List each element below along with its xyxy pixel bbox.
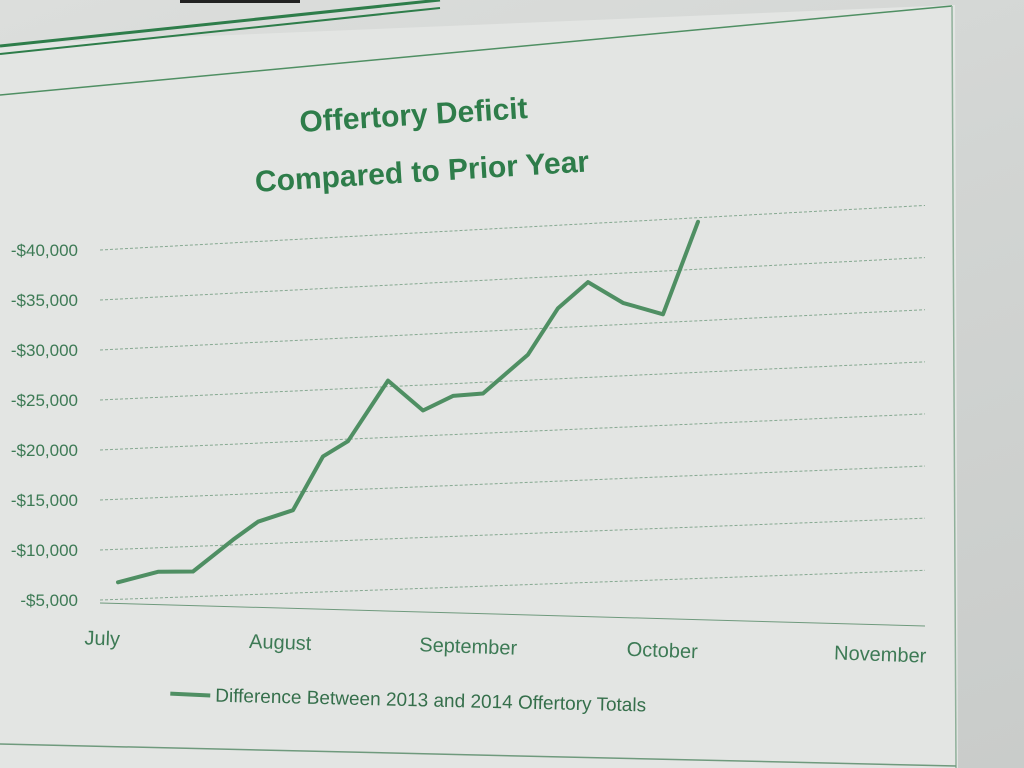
x-tick-label: October	[626, 639, 698, 663]
chart-border	[0, 0, 957, 768]
plot-area: -$5,000 -$10,000 -$15,000 -$20,000 -$25,000 -…	[11, 204, 927, 668]
x-tick-label: August	[249, 631, 312, 655]
gridline	[99, 413, 926, 451]
y-tick-label: -$40,000	[11, 241, 78, 260]
gridline	[99, 257, 926, 301]
gridline	[99, 361, 926, 401]
gridline	[99, 204, 926, 251]
y-tick-label: -$5,000	[20, 591, 78, 610]
legend-swatch	[170, 691, 211, 698]
paper-sheet	[0, 5, 958, 768]
y-tick-label: -$25,000	[11, 391, 78, 410]
gridline	[99, 309, 926, 351]
x-tick-label: September	[419, 634, 518, 659]
x-tick-label: November	[834, 642, 927, 667]
y-tick-label: -$30,000	[11, 341, 78, 360]
series-line	[116, 219, 700, 585]
x-tick-label: July	[84, 627, 120, 650]
gridline	[99, 517, 926, 551]
y-tick-label: -$15,000	[11, 491, 78, 510]
x-axis-line	[99, 602, 926, 627]
gridline	[99, 465, 926, 501]
y-tick-label: -$35,000	[11, 291, 78, 310]
gridline	[99, 569, 926, 601]
y-tick-label: -$10,000	[11, 541, 78, 560]
y-tick-label: -$20,000	[11, 441, 78, 460]
